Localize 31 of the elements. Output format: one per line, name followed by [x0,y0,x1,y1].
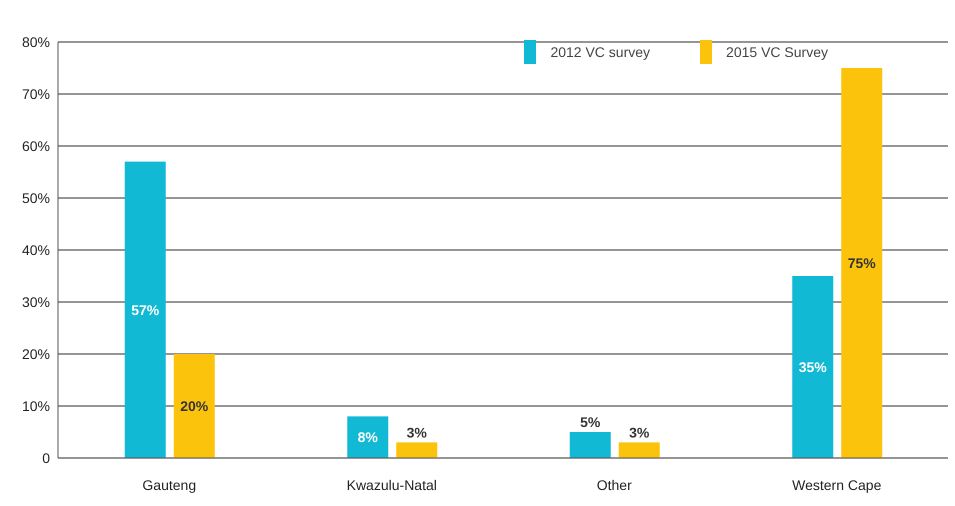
y-tick-label: 10% [22,398,50,414]
y-tick-label: 0 [42,450,50,466]
x-tick-label: Other [596,476,632,493]
data-label: 5% [580,414,601,430]
legend-label: 2015 VC Survey [726,44,828,60]
y-tick-label: 20% [22,346,50,362]
bar [347,416,388,458]
data-label: 3% [406,424,428,440]
data-label: 8% [358,429,378,446]
legend-label: 2012 VC survey [550,44,650,60]
bar [841,68,882,458]
y-tick-label: 40% [22,242,50,258]
data-label: 20% [180,398,209,414]
x-tick-label: Western Cape [792,476,882,493]
x-tick-label: Gauteng [142,476,196,493]
bar [570,432,611,458]
x-tick-label: Kwazulu-Natal [346,476,437,493]
y-tick-label: 60% [22,138,50,154]
data-label: 57% [131,302,160,318]
data-label: 35% [798,359,828,375]
bar [124,162,166,458]
y-tick-label: 80% [22,34,50,50]
data-label: 75% [848,255,876,271]
y-tick-label: 70% [22,86,50,102]
bar [174,354,215,458]
data-label: 3% [629,424,650,440]
y-tick-label: 50% [22,190,50,206]
bar [792,276,834,458]
bar [618,442,660,458]
y-tick-label: 30% [22,294,50,310]
bar [396,442,438,458]
